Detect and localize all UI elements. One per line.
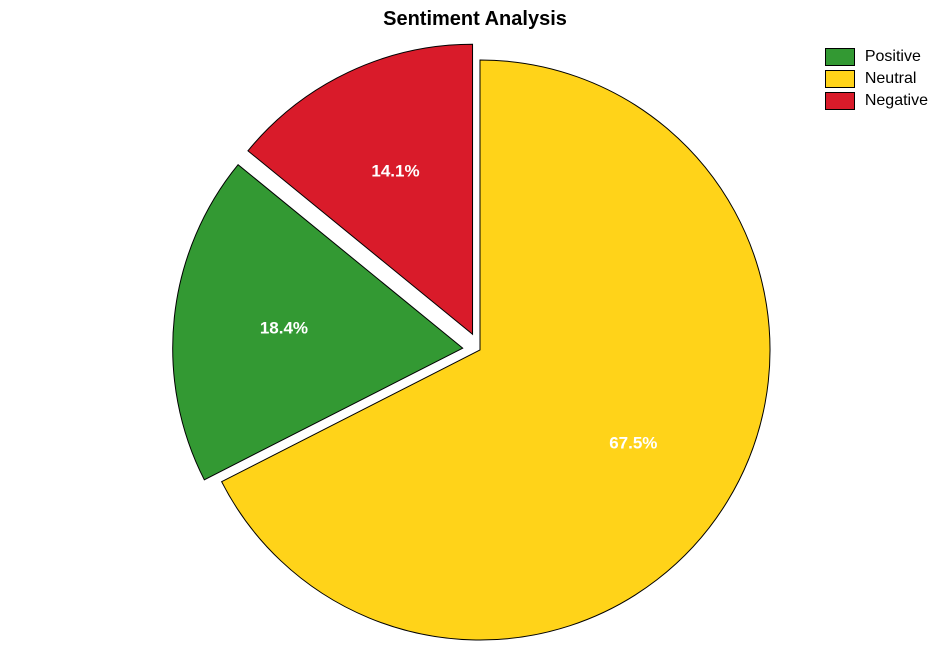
legend-item-neutral: Neutral (825, 70, 928, 88)
sentiment-pie-chart: Sentiment Analysis 67.5%18.4%14.1% Posit… (0, 0, 950, 662)
legend-item-negative: Negative (825, 92, 928, 110)
legend-label-neutral: Neutral (865, 70, 917, 88)
legend-swatch-positive (825, 48, 855, 66)
pie-label-positive: 18.4% (260, 318, 308, 337)
legend-swatch-negative (825, 92, 855, 110)
pie-label-neutral: 67.5% (609, 433, 657, 452)
legend: Positive Neutral Negative (825, 48, 928, 114)
pie-label-negative: 14.1% (371, 161, 419, 180)
pie-svg: 67.5% 18.4% 14.1% (0, 0, 950, 662)
legend-swatch-neutral (825, 70, 855, 88)
legend-item-positive: Positive (825, 48, 928, 66)
legend-label-negative: Negative (865, 92, 928, 110)
legend-label-positive: Positive (865, 48, 921, 66)
